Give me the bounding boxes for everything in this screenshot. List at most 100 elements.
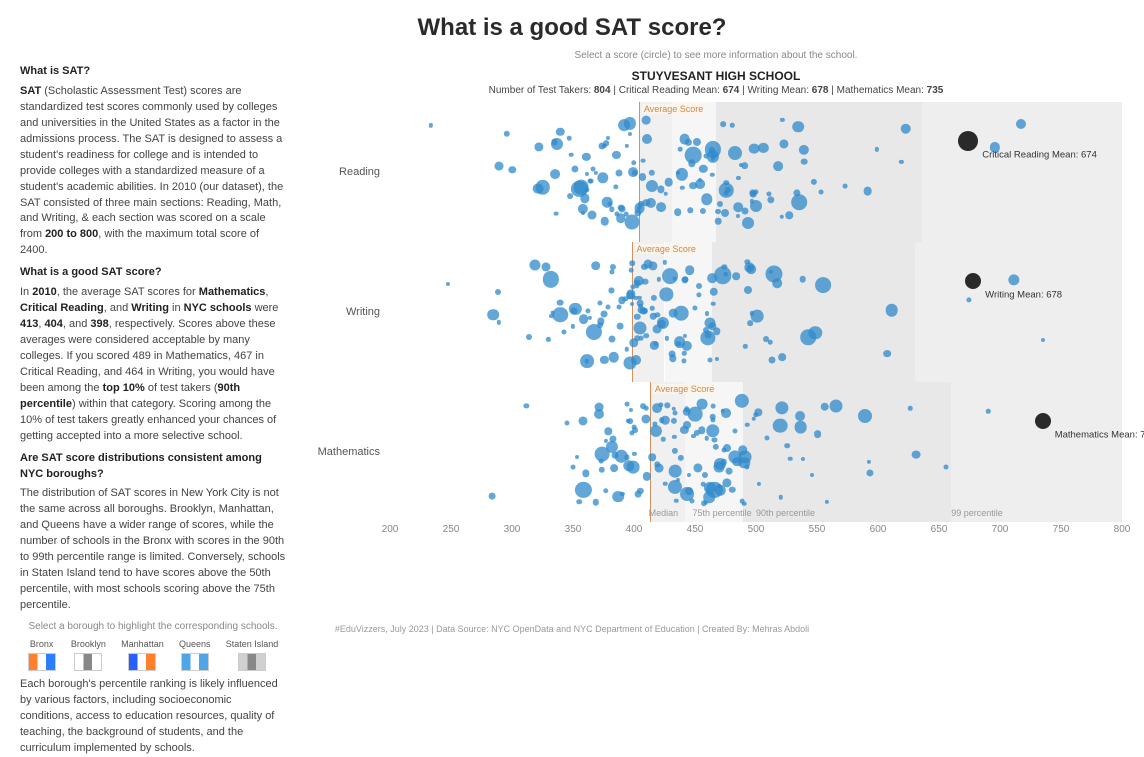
data-point[interactable] xyxy=(546,337,550,341)
data-point[interactable] xyxy=(617,323,624,330)
data-point[interactable] xyxy=(641,158,646,163)
data-point[interactable] xyxy=(625,347,629,351)
data-point[interactable] xyxy=(883,350,891,358)
data-point[interactable] xyxy=(785,443,791,449)
data-point[interactable] xyxy=(637,488,643,494)
data-point[interactable] xyxy=(634,279,641,286)
borough-queens[interactable]: Queens xyxy=(179,638,211,671)
data-point[interactable] xyxy=(576,499,582,505)
data-point[interactable] xyxy=(721,209,729,217)
data-point[interactable] xyxy=(885,304,898,317)
data-point[interactable] xyxy=(582,152,590,160)
data-point[interactable] xyxy=(801,158,808,165)
data-point[interactable] xyxy=(842,183,847,188)
data-point[interactable] xyxy=(642,116,651,125)
data-point[interactable] xyxy=(794,421,807,434)
data-point[interactable] xyxy=(650,306,655,311)
data-point[interactable] xyxy=(609,352,619,362)
data-point[interactable] xyxy=(795,411,805,421)
data-point[interactable] xyxy=(489,493,496,500)
data-point[interactable] xyxy=(624,214,639,229)
data-point[interactable] xyxy=(632,452,636,456)
data-point[interactable] xyxy=(644,406,649,411)
data-point[interactable] xyxy=(610,270,615,275)
data-point[interactable] xyxy=(633,427,639,433)
data-point[interactable] xyxy=(504,130,510,136)
data-point[interactable] xyxy=(652,403,662,413)
data-point[interactable] xyxy=(617,305,622,310)
data-point[interactable] xyxy=(574,180,589,195)
data-point[interactable] xyxy=(624,212,629,217)
data-point[interactable] xyxy=(747,320,753,326)
data-point[interactable] xyxy=(601,310,608,317)
data-point[interactable] xyxy=(788,456,793,461)
data-point[interactable] xyxy=(616,169,623,176)
data-point[interactable] xyxy=(579,416,588,425)
data-point[interactable] xyxy=(557,299,564,306)
data-point[interactable] xyxy=(564,421,569,426)
data-point[interactable] xyxy=(551,138,563,150)
data-point[interactable] xyxy=(703,327,709,333)
data-point[interactable] xyxy=(613,184,618,189)
data-point[interactable] xyxy=(509,166,516,173)
data-point[interactable] xyxy=(561,329,566,334)
data-point[interactable] xyxy=(536,180,551,195)
data-point[interactable] xyxy=(723,444,731,452)
data-point[interactable] xyxy=(629,408,633,412)
data-point[interactable] xyxy=(705,436,710,441)
data-point[interactable] xyxy=(656,202,666,212)
borough-bronx[interactable]: Bronx xyxy=(28,638,56,671)
data-point[interactable] xyxy=(530,260,541,271)
highlight-point[interactable] xyxy=(965,273,981,289)
data-point[interactable] xyxy=(575,455,579,459)
data-point[interactable] xyxy=(751,309,764,322)
data-point[interactable] xyxy=(912,450,921,459)
data-point[interactable] xyxy=(495,289,501,295)
data-point[interactable] xyxy=(571,166,578,173)
data-point[interactable] xyxy=(586,308,591,313)
data-point[interactable] xyxy=(553,307,569,323)
data-point[interactable] xyxy=(1016,119,1026,129)
data-point[interactable] xyxy=(605,428,612,435)
data-point[interactable] xyxy=(589,179,594,184)
data-point[interactable] xyxy=(669,465,682,478)
data-point[interactable] xyxy=(580,194,589,203)
data-point[interactable] xyxy=(591,261,601,271)
data-point[interactable] xyxy=(744,286,752,294)
data-point[interactable] xyxy=(582,470,589,477)
data-point[interactable] xyxy=(723,180,729,186)
data-point[interactable] xyxy=(595,447,610,462)
data-point[interactable] xyxy=(749,143,760,154)
data-point[interactable] xyxy=(696,399,707,410)
data-point[interactable] xyxy=(550,169,560,179)
data-point[interactable] xyxy=(567,193,573,199)
data-point[interactable] xyxy=(598,143,605,150)
data-point[interactable] xyxy=(612,491,624,503)
data-point[interactable] xyxy=(556,127,564,135)
data-point[interactable] xyxy=(901,124,912,135)
data-point[interactable] xyxy=(785,212,793,220)
borough-manhattan[interactable]: Manhattan xyxy=(121,638,164,671)
data-point[interactable] xyxy=(609,435,616,442)
data-point[interactable] xyxy=(628,132,632,136)
data-point[interactable] xyxy=(603,488,609,494)
data-point[interactable] xyxy=(799,276,806,283)
data-point[interactable] xyxy=(597,172,608,183)
data-point[interactable] xyxy=(674,208,682,216)
data-point[interactable] xyxy=(648,454,656,462)
data-point[interactable] xyxy=(769,357,776,364)
data-point[interactable] xyxy=(618,119,630,131)
data-point[interactable] xyxy=(717,201,723,207)
data-point[interactable] xyxy=(763,336,769,342)
data-point[interactable] xyxy=(815,277,831,293)
data-point[interactable] xyxy=(524,403,529,408)
data-point[interactable] xyxy=(497,320,501,324)
data-point[interactable] xyxy=(575,482,591,498)
data-point[interactable] xyxy=(629,260,635,266)
data-point[interactable] xyxy=(944,464,949,469)
data-point[interactable] xyxy=(446,282,450,286)
data-point[interactable] xyxy=(685,147,702,164)
borough-staten-island[interactable]: Staten Island xyxy=(226,638,279,671)
borough-brooklyn[interactable]: Brooklyn xyxy=(71,638,106,671)
data-point[interactable] xyxy=(570,324,574,328)
